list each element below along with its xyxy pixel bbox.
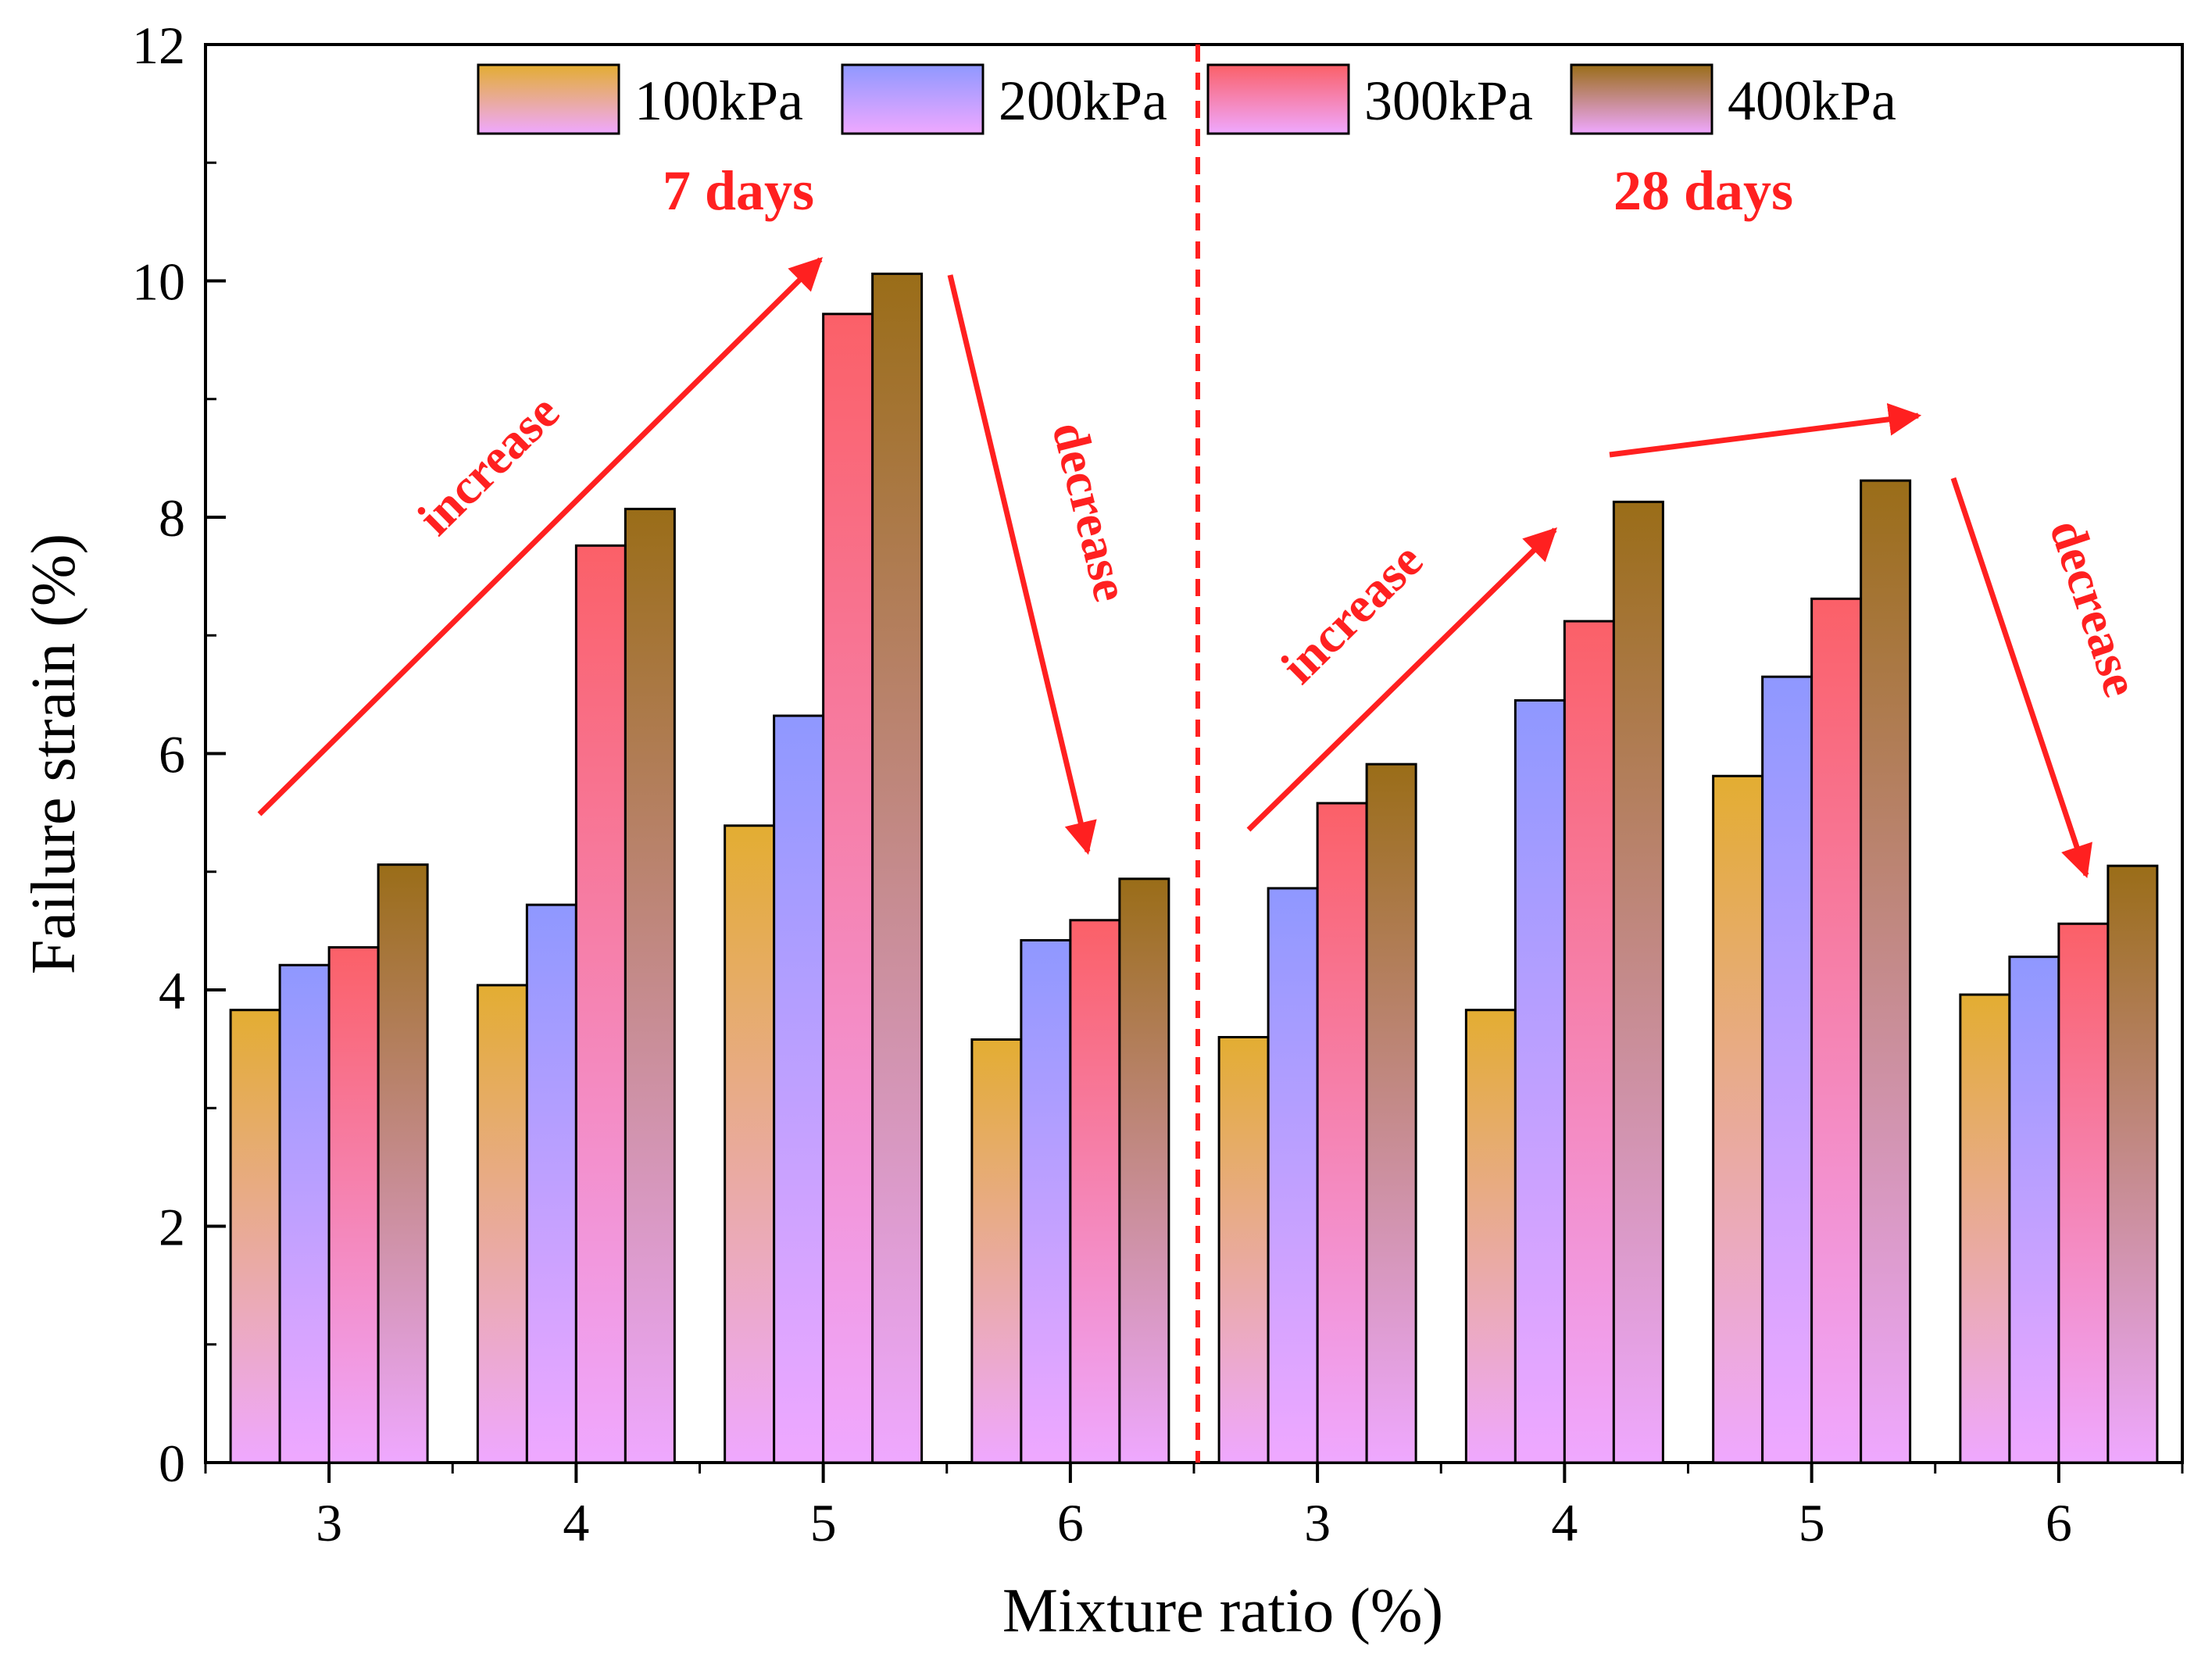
bars-layer [229,272,2159,1464]
bar-200kPa-group-5 [1267,887,1319,1464]
y-tick-label: 0 [159,1434,185,1493]
bar-300kPa-group-2 [574,544,627,1464]
bar-400kPa-group-1 [377,863,429,1464]
bar-400kPa-group-3 [871,272,924,1464]
bar-200kPa-group-8 [2008,956,2060,1464]
arrow-increase-28d [1246,527,1558,832]
bar-400kPa-group-4 [1118,877,1170,1464]
bar-200kPa-group-7 [1761,675,1814,1464]
axes-layer: 0 2 4 6 8 10 12 3 4 5 6 3 4 5 6 [132,16,2184,1552]
x-tick-label: 6 [2046,1493,2072,1552]
annotation-7-days: 7 days [663,159,814,222]
y-tick-label: 4 [159,961,185,1020]
legend-label-300kPa: 300kPa [1364,70,1533,132]
y-tick-label: 12 [132,16,185,75]
legend-swatch-400kPa [1570,63,1713,135]
arrow-plateau-28d [1609,402,1922,458]
bar-200kPa-group-3 [773,714,825,1464]
legend-label-100kPa: 100kPa [634,70,803,132]
bar-300kPa-group-6 [1563,620,1615,1464]
legend-swatch-100kPa [477,63,620,135]
x-tick-label: 3 [1304,1493,1331,1552]
y-tick-label: 2 [159,1198,185,1257]
bar-400kPa-group-6 [1612,500,1664,1464]
y-axis-label: Failure strain (%) [20,534,88,974]
y-tick-label: 6 [159,725,185,784]
legend-label-200kPa: 200kPa [999,70,1167,132]
y-tick-label: 10 [132,252,185,312]
bar-100kPa-group-3 [724,824,776,1464]
bar-300kPa-group-1 [327,946,380,1464]
bar-200kPa-group-2 [525,903,577,1464]
x-tick-label: 4 [563,1493,589,1552]
arrow-increase-7d [257,257,823,816]
bar-200kPa-group-6 [1513,698,1566,1464]
bar-100kPa-group-5 [1217,1036,1270,1464]
bar-100kPa-group-8 [1959,993,2011,1464]
x-tick-label: 3 [316,1493,342,1552]
bar-300kPa-group-7 [1810,597,1863,1464]
bar-200kPa-group-4 [1020,938,1072,1464]
bar-300kPa-group-3 [822,313,874,1464]
bar-300kPa-group-8 [2057,922,2110,1464]
y-tick-label: 8 [159,488,185,548]
bar-400kPa-group-5 [1365,763,1417,1464]
legend-label-400kPa: 400kPa [1728,70,1896,132]
bar-400kPa-group-2 [624,507,676,1464]
annotation-decrease-28d: decrease [2039,513,2149,703]
bar-100kPa-group-4 [970,1038,1023,1464]
arrow-decrease-7d [947,274,1097,856]
x-axis-label: Mixture ratio (%) [1002,1577,1443,1645]
x-tick-label: 5 [810,1493,837,1552]
bar-100kPa-group-1 [229,1009,281,1464]
legend-swatch-300kPa [1206,63,1350,135]
annotation-decrease-7d: decrease [1042,416,1139,607]
bar-400kPa-group-8 [2107,864,2159,1464]
bar-400kPa-group-7 [1860,479,1912,1464]
bar-300kPa-group-5 [1316,802,1368,1464]
bar-300kPa-group-4 [1069,919,1121,1464]
bar-100kPa-group-2 [476,984,528,1464]
x-tick-label: 4 [1551,1493,1578,1552]
x-tick-label: 6 [1057,1493,1084,1552]
bar-100kPa-group-6 [1464,1009,1517,1464]
bar-100kPa-group-7 [1712,774,1764,1464]
legend-swatch-200kPa [841,63,985,135]
legend: 100kPa 200kPa 300kPa 400kPa [477,63,1896,135]
x-tick-label: 5 [1799,1493,1825,1552]
bar-200kPa-group-1 [278,963,331,1464]
arrow-decrease-28d [1950,477,2092,878]
annotation-increase-7d: increase [407,384,570,545]
annotation-28-days: 28 days [1613,159,1793,222]
